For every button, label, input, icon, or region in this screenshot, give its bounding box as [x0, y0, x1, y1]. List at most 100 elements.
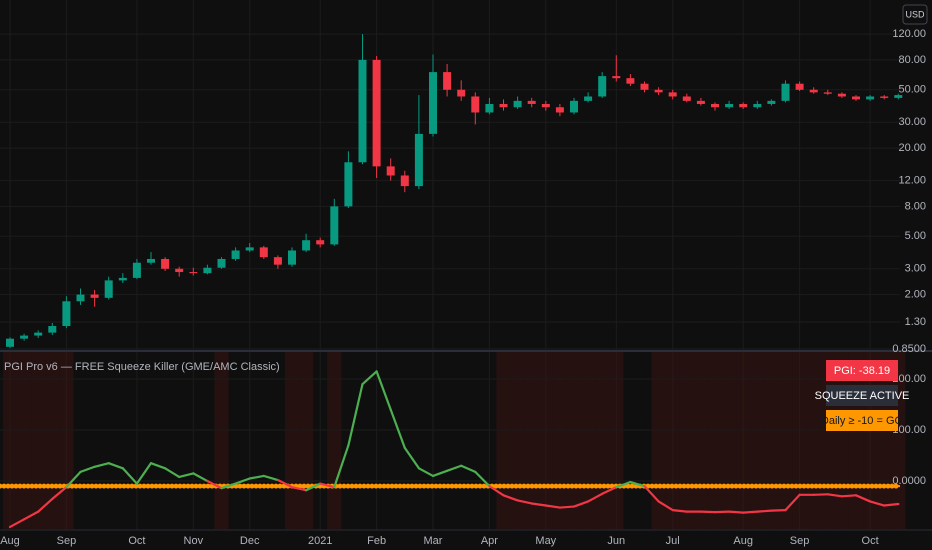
candle-body	[372, 59, 381, 167]
pgi-segment	[586, 492, 604, 503]
candle-body	[231, 250, 240, 259]
y-tick-label: 80.00	[898, 54, 926, 66]
pgi-segment	[79, 465, 96, 473]
pgi-segment	[23, 510, 40, 521]
candle-body	[527, 100, 536, 104]
candle-body	[203, 267, 212, 274]
y-tick-label: 3.00	[905, 263, 926, 275]
pgi-segment	[305, 482, 322, 492]
candle-body	[837, 93, 846, 97]
candle-body	[457, 89, 466, 97]
x-tick-label: Aug	[733, 535, 753, 547]
candle-body	[584, 96, 593, 101]
table-text: SQUEEZE ACTIVE	[815, 390, 910, 402]
x-tick-label: Oct	[128, 535, 145, 547]
pgi-segment	[403, 446, 420, 470]
pgi-segment	[220, 482, 237, 490]
candle-body	[795, 83, 804, 90]
candle-body	[302, 240, 311, 251]
y-tick-label: 120.00	[892, 28, 926, 40]
table-cell	[826, 360, 898, 381]
pgi-segment	[601, 486, 618, 495]
pgi-segment	[558, 505, 576, 509]
candle-body	[414, 133, 423, 187]
x-tick-label: Sep	[57, 535, 77, 547]
candle-body	[62, 301, 71, 327]
pgi-segment	[488, 485, 505, 497]
x-tick-label: Mar	[424, 535, 443, 547]
pgi-segment	[854, 494, 872, 503]
candle-body	[541, 103, 550, 108]
pgi-segment	[135, 462, 153, 485]
candle-body	[429, 72, 437, 134]
pgi-segment	[417, 467, 435, 478]
candle-body	[626, 78, 635, 84]
candle-body	[443, 72, 452, 90]
pgi-segment	[121, 467, 138, 485]
pgi-segment	[868, 500, 886, 507]
pgi-segment	[192, 472, 209, 483]
x-tick-label: Feb	[367, 535, 386, 547]
candle-body	[668, 92, 677, 97]
pgi-segment	[460, 464, 477, 473]
candle-body	[654, 89, 663, 93]
candle-body	[288, 250, 296, 265]
y-tick-label: 200.00	[892, 373, 926, 385]
candle-body	[471, 96, 480, 113]
candle-body	[823, 92, 832, 94]
pgi-segment	[474, 470, 491, 488]
pgi-segment	[770, 509, 787, 512]
candle-body	[34, 332, 43, 336]
pgi-segment	[530, 502, 547, 507]
candle-body	[485, 103, 494, 113]
pgi-segment	[812, 493, 829, 496]
candle-body	[90, 294, 99, 298]
candle-body	[696, 100, 705, 104]
candle-body	[386, 166, 395, 176]
candle-body	[175, 268, 184, 273]
table-text: Daily ≥ -10 = GO	[821, 415, 904, 427]
pgi-segment	[290, 486, 308, 492]
pgi-segment	[276, 478, 294, 489]
pgi-segment	[826, 493, 844, 498]
candle-body	[400, 175, 409, 187]
x-tick-label: Sep	[790, 535, 810, 547]
candle-body	[612, 76, 621, 79]
pgi-segment	[671, 509, 688, 513]
pgi-segment	[51, 486, 68, 500]
y-tick-label: 20.00	[898, 142, 926, 154]
candle-body	[6, 338, 14, 347]
y-tick-label: 100.00	[892, 424, 926, 436]
pgi-segment	[699, 510, 717, 514]
y-tick-label: 2.00	[905, 288, 926, 300]
x-tick-label: Oct	[862, 535, 879, 547]
y-tick-label: 50.00	[898, 84, 926, 96]
candle-body	[330, 206, 339, 245]
candle-body	[640, 83, 649, 90]
pgi-segment	[446, 464, 463, 472]
currency-box[interactable]	[902, 4, 928, 25]
pgi-segment	[107, 462, 124, 470]
indicator-title: PGI Pro v6 — FREE Squeeze Killer (GME/AM…	[4, 361, 280, 373]
pgi-segment	[883, 502, 900, 507]
pgi-segment	[149, 462, 167, 470]
pgi-segment	[572, 500, 590, 508]
candle-body	[259, 247, 268, 258]
pgi-segment	[431, 469, 449, 478]
y-tick-label: 1.30	[905, 316, 926, 328]
y-tick-label: 0.0000	[892, 475, 926, 487]
candle-body	[189, 272, 198, 274]
x-tick-label: Dec	[240, 535, 260, 547]
candle-body	[880, 96, 889, 98]
pgi-segment	[742, 510, 759, 514]
y-tick-label: 8.00	[905, 200, 926, 212]
candle-body	[118, 277, 127, 281]
candle-body	[217, 258, 226, 268]
pgi-segment	[727, 510, 745, 514]
candle-body	[147, 258, 155, 263]
candle-body	[809, 89, 818, 93]
pgi-segment	[8, 518, 26, 529]
candle-body	[20, 335, 29, 339]
